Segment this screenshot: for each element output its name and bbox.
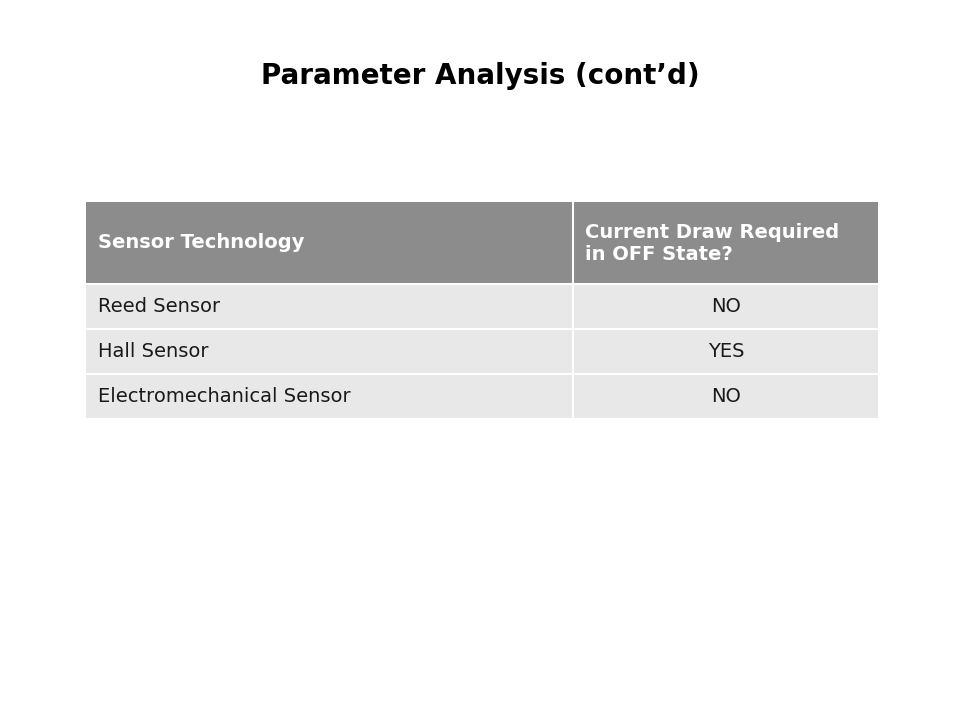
Text: Sensor Technology: Sensor Technology (98, 233, 304, 253)
Text: NO: NO (711, 297, 741, 316)
Text: NO: NO (711, 387, 741, 405)
Text: Current Draw Required
in OFF State?: Current Draw Required in OFF State? (585, 222, 839, 264)
Text: Hall Sensor: Hall Sensor (98, 342, 208, 361)
Text: YES: YES (708, 342, 744, 361)
Text: Parameter Analysis (cont’d): Parameter Analysis (cont’d) (261, 62, 699, 89)
Text: Reed Sensor: Reed Sensor (98, 297, 220, 316)
Text: Electromechanical Sensor: Electromechanical Sensor (98, 387, 350, 405)
